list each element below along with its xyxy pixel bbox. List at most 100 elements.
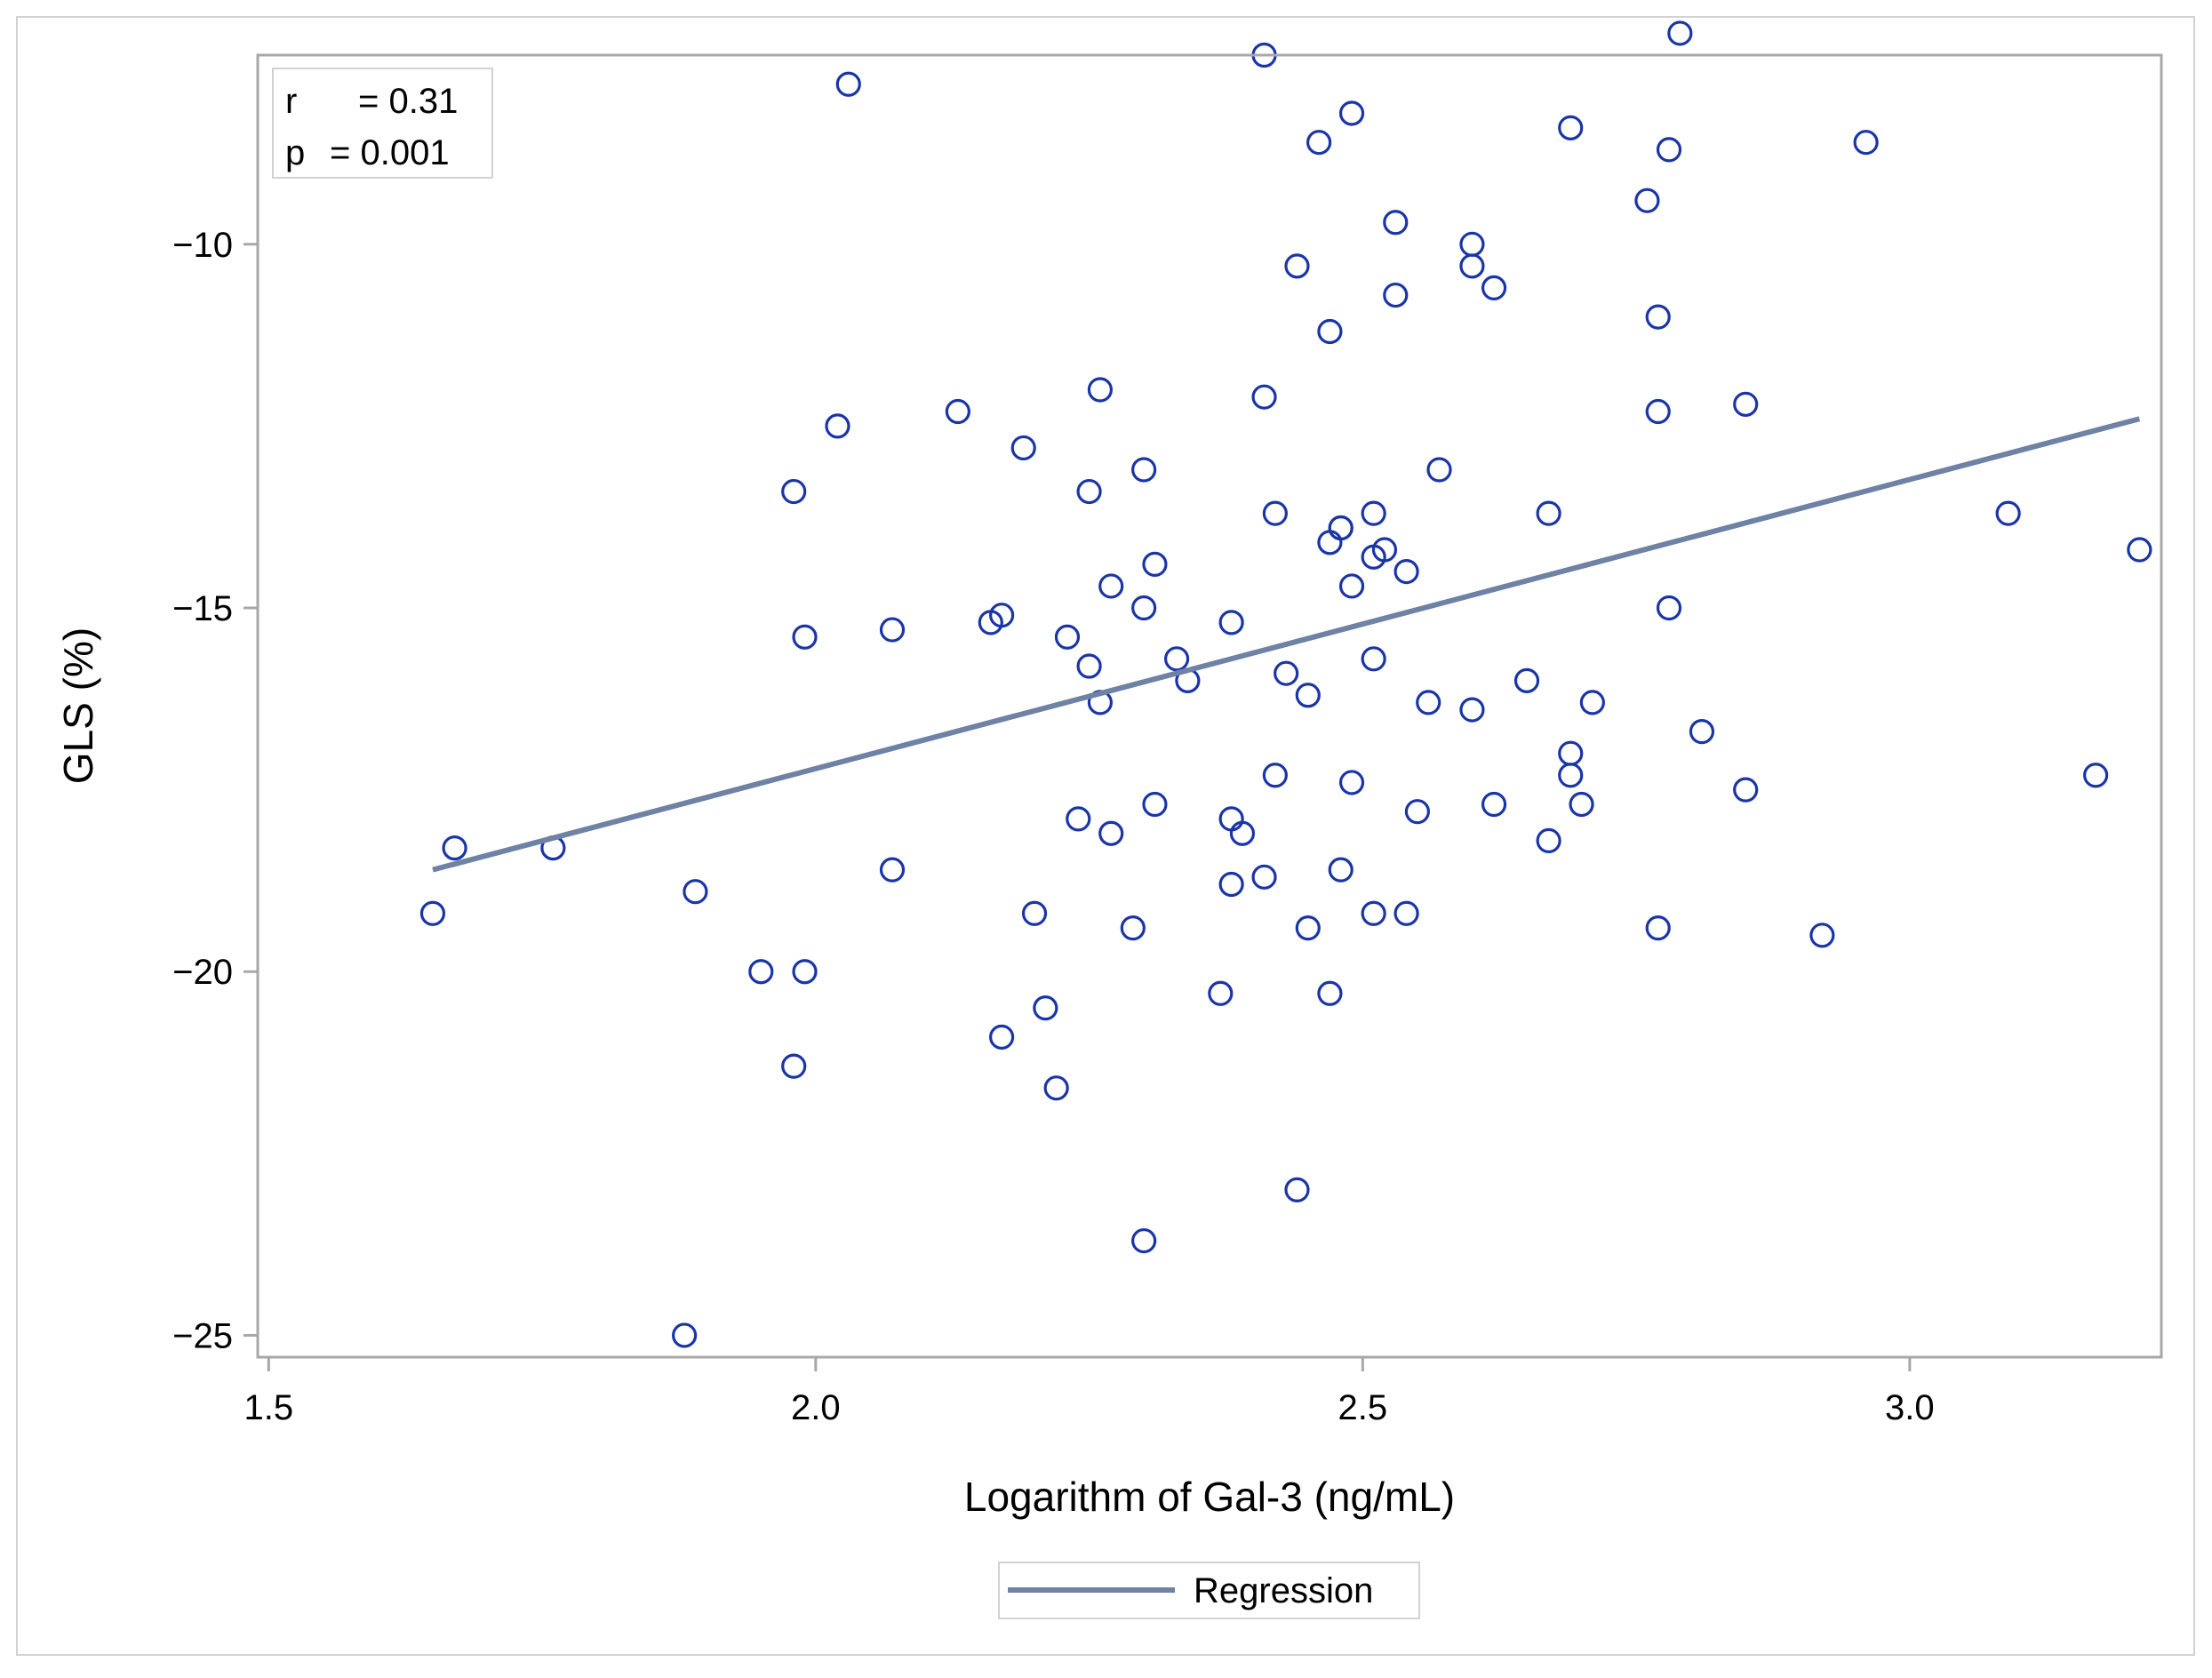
data-point (419, 900, 446, 926)
data-point (1558, 763, 1584, 788)
data-point (1120, 915, 1146, 941)
x-tick-label: 2.5 (1338, 1388, 1388, 1427)
data-point (1251, 864, 1277, 890)
data-point (1208, 980, 1234, 1006)
data-point (1645, 398, 1671, 425)
data-point (1689, 719, 1715, 745)
data-point (1656, 595, 1682, 621)
data-point (1853, 130, 1879, 156)
data-point (1131, 457, 1157, 483)
data-point (1251, 384, 1277, 410)
y-tick-label: −20 (172, 953, 233, 992)
data-point (1262, 500, 1288, 526)
data-point (1328, 515, 1354, 541)
data-point (1317, 980, 1343, 1006)
data-point (781, 478, 807, 505)
data-point (1569, 791, 1594, 818)
data-point (792, 959, 818, 985)
data-point (1284, 1177, 1310, 1203)
data-point (1338, 573, 1365, 599)
data-point (1098, 573, 1124, 599)
data-point (1361, 500, 1386, 526)
data-point (1481, 791, 1507, 818)
data-point (1645, 915, 1671, 941)
stat-p-value: = 0.001 (330, 133, 450, 172)
stat-p-label: p (285, 133, 305, 172)
x-tick-label: 1.5 (244, 1388, 294, 1427)
data-point (1262, 763, 1288, 788)
stat-r-value: = 0.31 (358, 82, 458, 121)
data-points (419, 20, 2152, 1348)
data-point (1995, 500, 2021, 526)
stats-inset: r = 0.31 p = 0.001 (272, 68, 493, 179)
data-point (1066, 806, 1091, 832)
data-point (683, 879, 708, 905)
legend-regression-label: Regression (1194, 1571, 1373, 1610)
data-point (1481, 275, 1507, 300)
regression-line (432, 416, 2141, 873)
data-point (945, 398, 970, 425)
data-point (1809, 923, 1835, 948)
data-point (1426, 457, 1452, 483)
data-point (1054, 624, 1081, 650)
data-point (1317, 318, 1343, 345)
data-point (1361, 646, 1386, 672)
y-tick-label: −10 (172, 226, 233, 265)
outer-border (16, 16, 2195, 1656)
data-point (1536, 827, 1561, 854)
data-point (1229, 820, 1256, 846)
legend: Regression (998, 1562, 1420, 1619)
x-tick-label: 3.0 (1885, 1388, 1935, 1427)
data-point (781, 1053, 807, 1079)
data-point (1163, 646, 1190, 672)
data-point (792, 624, 818, 650)
data-point (1383, 282, 1409, 308)
data-point (1295, 683, 1321, 708)
data-point (1295, 915, 1321, 941)
stats-box (272, 68, 493, 179)
data-point (1131, 595, 1157, 621)
data-point (879, 857, 906, 883)
x-tick-label: 2.0 (791, 1388, 841, 1427)
x-axis-title: Logarithm of Gal-3 (ng/mL) (964, 1474, 1455, 1520)
data-point (1098, 820, 1124, 846)
data-point (2127, 537, 2152, 563)
data-point (1043, 1075, 1069, 1101)
data-point (825, 413, 850, 439)
data-point (1076, 653, 1102, 679)
data-point (2083, 763, 2109, 788)
data-point (1371, 537, 1398, 563)
data-point (1393, 900, 1419, 926)
data-point (1087, 377, 1113, 403)
data-point (1579, 690, 1605, 715)
data-point (442, 835, 467, 861)
data-point (1733, 391, 1759, 417)
data-point (1558, 115, 1584, 140)
data-point (1338, 100, 1365, 126)
data-point (1513, 667, 1540, 693)
data-point (1142, 551, 1168, 578)
data-point (835, 71, 861, 97)
data-point (1142, 791, 1168, 818)
data-point (1218, 610, 1244, 635)
data-point (1284, 253, 1310, 279)
data-point (1536, 500, 1561, 526)
data-point (1338, 770, 1365, 795)
plot-frame (256, 53, 2163, 1359)
y-tick-label: −15 (172, 589, 233, 628)
data-point (1131, 1227, 1157, 1254)
data-point (989, 1024, 1015, 1050)
data-point (1667, 20, 1693, 46)
data-point (1459, 697, 1485, 723)
data-point (1383, 210, 1409, 236)
data-point (1076, 478, 1102, 505)
data-point (1306, 130, 1332, 156)
stat-r-label: r (285, 82, 297, 121)
data-point (1634, 188, 1660, 213)
y-tick-label: −25 (172, 1316, 233, 1355)
data-point (672, 1322, 698, 1348)
data-point (748, 959, 774, 985)
data-point (1656, 137, 1682, 163)
data-point (989, 603, 1015, 628)
data-point (1274, 660, 1299, 686)
